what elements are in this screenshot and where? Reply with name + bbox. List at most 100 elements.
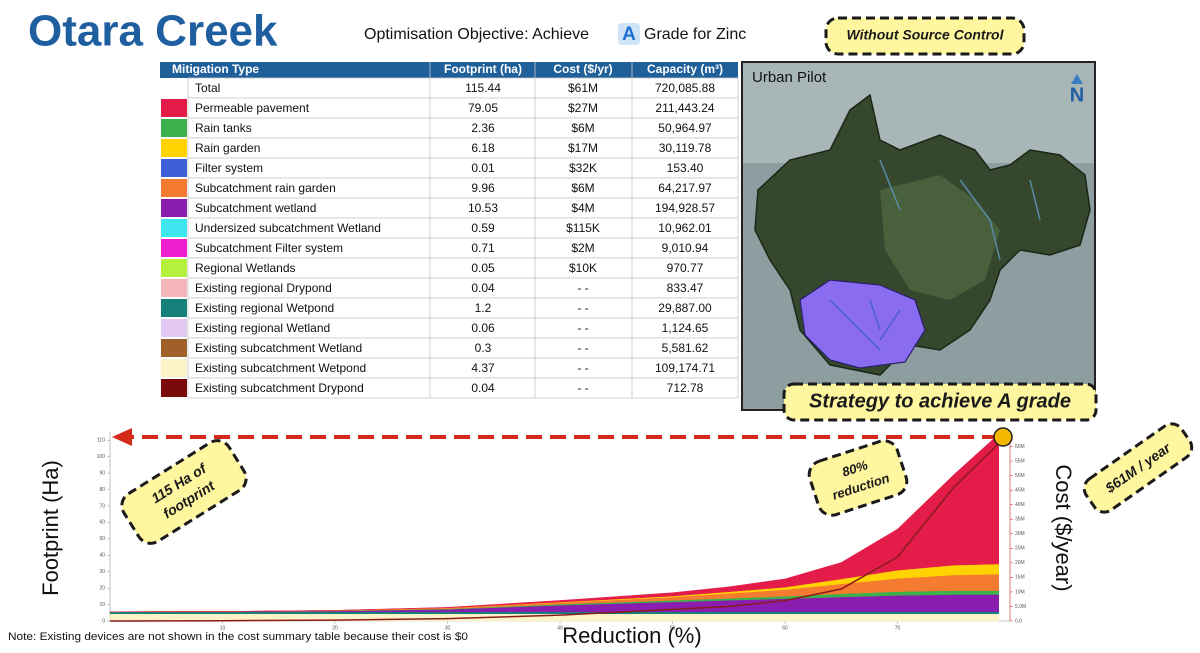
cell: 64,217.97 [658, 181, 712, 195]
y-tick-label: 0 [102, 618, 105, 624]
cell: $115K [566, 221, 600, 235]
swatch [161, 379, 187, 397]
y-tick-label: 70 [99, 503, 105, 509]
cell: 1.2 [475, 301, 492, 315]
cell: 10,962.01 [658, 221, 712, 235]
y2-tick-label: 0.0 [1015, 618, 1022, 624]
title: Otara Creek [28, 7, 278, 56]
cell: 0.01 [471, 161, 495, 175]
cell: 79.05 [468, 101, 498, 115]
cell: Permeable pavement [195, 101, 310, 115]
swatch [161, 259, 187, 277]
row [188, 138, 738, 158]
y-tick-label: 110 [97, 438, 105, 444]
x-tick-label: 70 [895, 625, 901, 631]
cell: 712.78 [667, 381, 704, 395]
cell: 0.3 [475, 341, 492, 355]
cell: 9.96 [471, 181, 495, 195]
y2-tick-label: 25M [1015, 546, 1025, 552]
cell: 50,964.97 [658, 121, 712, 135]
map: Urban Pilot N [742, 62, 1095, 410]
swatch [161, 119, 187, 137]
cell: 720,085.88 [655, 81, 715, 95]
x-tick-label: 60 [782, 625, 788, 631]
column-header: Capacity (m³) [647, 62, 723, 76]
objective-grade: A [622, 24, 636, 45]
note: Note: Existing devices are not shown in … [8, 631, 468, 643]
north-label: N [1070, 84, 1084, 106]
cell: 0.71 [471, 241, 495, 255]
y-tick-label: 50 [99, 536, 105, 542]
y2-tick-label: 45M [1015, 487, 1025, 493]
cell: 115.44 [465, 81, 501, 95]
objective: Grade for Zinc [644, 26, 746, 43]
cell: 153.40 [667, 161, 704, 175]
cell: Rain garden [195, 141, 260, 155]
cell: Subcatchment rain garden [195, 181, 336, 195]
cell: Filter system [195, 161, 263, 175]
cell: - - [577, 361, 588, 375]
cell: 211,443.24 [655, 101, 714, 115]
cell: Existing subcatchment Wetland [195, 341, 362, 355]
y2-tick-label: 10M [1015, 589, 1025, 595]
y2-axis-label: Cost ($/year) [1051, 464, 1076, 591]
callout-text: Without Source Control [847, 27, 1005, 43]
map-label: Urban Pilot [752, 69, 827, 86]
scenario-callout: Without Source Control [826, 18, 1024, 54]
y2-tick-label: 35M [1015, 517, 1025, 523]
cell: $2M [571, 241, 594, 255]
swatch [161, 359, 187, 377]
row [188, 158, 738, 178]
cell: $6M [571, 121, 594, 135]
y-tick-label: 10 [99, 602, 105, 608]
y-tick-label: 40 [99, 553, 105, 559]
cell: Existing regional Wetland [195, 321, 330, 335]
cell: Rain tanks [195, 121, 252, 135]
cell: - - [577, 301, 588, 315]
objective: Optimisation Objective: Achieve [364, 26, 589, 43]
y-tick-label: 20 [99, 585, 105, 591]
strategy-callout: Strategy to achieve A grade [784, 384, 1096, 420]
y2-tick-label: 50M [1015, 473, 1025, 479]
y-tick-label: 30 [99, 569, 105, 575]
summary-table: Mitigation Type Footprint (ha) Cost ($/yr)… [160, 62, 738, 398]
cost-callout: $61M / year [1080, 419, 1197, 517]
y-tick-label: 60 [99, 520, 105, 526]
cell: Subcatchment Filter system [195, 241, 343, 255]
y-tick-label: 100 [97, 454, 106, 460]
cell: 0.05 [471, 261, 495, 275]
cell: 4.37 [471, 361, 495, 375]
cell: 0.04 [471, 381, 495, 395]
cell: - - [577, 321, 588, 335]
swatch [161, 179, 187, 197]
y-tick-label: 90 [99, 470, 105, 476]
cell: 29,887.00 [658, 301, 712, 315]
cell: 30,119.78 [659, 141, 712, 155]
cell: 6.18 [471, 141, 495, 155]
cell: 10.53 [468, 201, 498, 215]
cell: 194,928.57 [655, 201, 715, 215]
cell: $17M [568, 141, 598, 155]
cell: 0.59 [471, 221, 495, 235]
column-header: Cost ($/yr) [553, 62, 612, 76]
swatch [161, 199, 187, 217]
cell: Total [195, 81, 220, 95]
y2-tick-label: 20M [1015, 560, 1025, 566]
y2-tick-label: 40M [1015, 502, 1025, 508]
cell: $61M [568, 81, 598, 95]
area [110, 612, 999, 614]
cell: 0.04 [471, 281, 495, 295]
swatch [161, 99, 187, 117]
cell: Existing subcatchment Drypond [195, 381, 364, 395]
column-header: Footprint (ha) [444, 62, 522, 76]
cell: 1,124.65 [662, 321, 709, 335]
cell: - - [577, 381, 588, 395]
cell: 833.47 [667, 281, 704, 295]
cell: 970.77 [667, 261, 704, 275]
cell: - - [577, 281, 588, 295]
column-header: Mitigation Type [172, 62, 259, 76]
y2-tick-label: 30M [1015, 531, 1025, 537]
swatch [161, 299, 187, 317]
x-axis-label: Reduction (%) [562, 623, 701, 648]
swatch [161, 239, 187, 257]
